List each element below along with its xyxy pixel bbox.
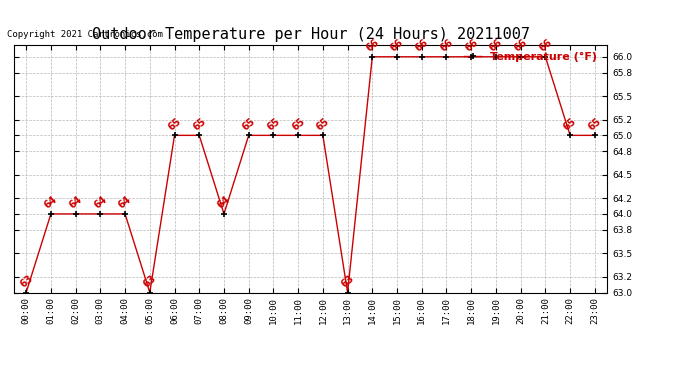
Line: Temperature (°F): Temperature (°F) [23, 53, 598, 296]
Temperature (°F) [220, 211, 228, 216]
Temperature (°F) [393, 54, 401, 59]
Temperature (°F) [368, 54, 377, 59]
Legend: Temperature (°F): Temperature (°F) [460, 48, 601, 66]
Temperature (°F) [591, 133, 599, 138]
Title: Outdoor Temperature per Hour (24 Hours) 20211007: Outdoor Temperature per Hour (24 Hours) … [92, 27, 529, 42]
Text: 65: 65 [265, 116, 282, 132]
Temperature (°F) [121, 211, 129, 216]
Text: 66: 66 [388, 37, 406, 54]
Text: 64: 64 [215, 195, 233, 211]
Temperature (°F) [195, 133, 204, 138]
Temperature (°F) [170, 133, 179, 138]
Text: 66: 66 [364, 37, 381, 54]
Temperature (°F) [269, 133, 277, 138]
Text: 66: 66 [488, 37, 504, 54]
Temperature (°F) [467, 54, 475, 59]
Text: Copyright 2021 Cartronics.com: Copyright 2021 Cartronics.com [7, 30, 163, 39]
Text: 64: 64 [43, 195, 59, 211]
Text: 64: 64 [117, 195, 133, 211]
Text: 64: 64 [67, 195, 84, 211]
Text: 63: 63 [141, 273, 158, 290]
Text: 64: 64 [92, 195, 109, 211]
Temperature (°F) [294, 133, 302, 138]
Temperature (°F) [244, 133, 253, 138]
Text: 65: 65 [166, 116, 183, 132]
Temperature (°F) [146, 290, 154, 295]
Temperature (°F) [72, 211, 80, 216]
Text: 66: 66 [438, 37, 455, 54]
Temperature (°F) [417, 54, 426, 59]
Text: 66: 66 [512, 37, 529, 54]
Text: 66: 66 [463, 37, 480, 54]
Temperature (°F) [492, 54, 500, 59]
Temperature (°F) [541, 54, 549, 59]
Temperature (°F) [517, 54, 525, 59]
Temperature (°F) [344, 290, 352, 295]
Text: 65: 65 [290, 116, 306, 132]
Text: 65: 65 [240, 116, 257, 132]
Temperature (°F) [47, 211, 55, 216]
Temperature (°F) [22, 290, 30, 295]
Text: 65: 65 [315, 116, 331, 132]
Temperature (°F) [319, 133, 327, 138]
Temperature (°F) [566, 133, 574, 138]
Text: 65: 65 [586, 116, 603, 132]
Text: 63: 63 [339, 273, 356, 290]
Text: 63: 63 [18, 273, 34, 290]
Text: 66: 66 [413, 37, 430, 54]
Temperature (°F) [96, 211, 104, 216]
Text: 65: 65 [562, 116, 578, 132]
Text: 65: 65 [191, 116, 208, 132]
Text: 66: 66 [537, 37, 554, 54]
Temperature (°F) [442, 54, 451, 59]
